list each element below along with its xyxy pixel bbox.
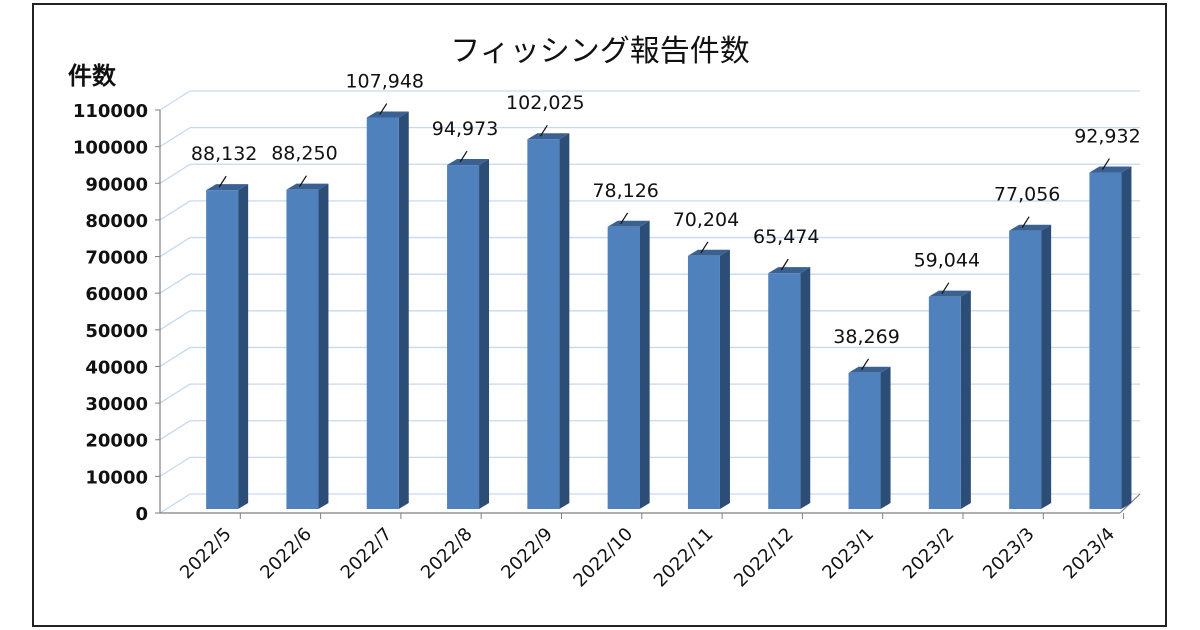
data-label-leader	[941, 282, 950, 295]
bar-top	[928, 290, 971, 297]
grid-depth-line	[159, 236, 191, 258]
bar-side	[479, 159, 490, 509]
data-label-leader	[1021, 216, 1030, 229]
x-tick-label: 2023/2	[899, 524, 959, 584]
bar-top	[447, 159, 490, 166]
grid-depth-line	[159, 456, 191, 477]
bar-top	[206, 184, 249, 191]
bar-top	[1009, 224, 1052, 231]
bar	[687, 255, 720, 509]
grid-depth-line	[159, 420, 191, 441]
chart-title: フィッシング報告件数	[450, 34, 750, 69]
grid-depth-line	[159, 383, 191, 404]
bar-top	[286, 183, 329, 190]
data-label-leader	[218, 175, 227, 188]
bar-top	[366, 111, 409, 118]
bar-side	[398, 111, 409, 509]
bar	[928, 296, 961, 509]
bar-side	[880, 366, 891, 509]
x-tick-label: 2022/9	[497, 524, 557, 584]
data-label: 92,932	[1074, 126, 1140, 148]
data-label: 77,056	[994, 184, 1060, 206]
y-tick-label: 10000	[85, 467, 148, 488]
bar-top	[768, 267, 811, 274]
x-tick-label: 2022/6	[256, 524, 316, 584]
bar-side	[800, 267, 811, 509]
bar-side	[1041, 224, 1052, 510]
data-label: 88,132	[191, 143, 257, 165]
data-label-leader	[700, 241, 709, 254]
grid-depth-line	[159, 346, 191, 368]
bar-side	[719, 249, 730, 509]
data-label: 102,025	[506, 92, 585, 114]
x-tick-label: 2022/11	[650, 524, 718, 592]
grid-depth-line	[159, 273, 191, 294]
y-axis-title: 件数	[68, 62, 116, 90]
bar-top	[848, 366, 891, 373]
bar	[768, 273, 801, 509]
bar-top	[527, 133, 570, 140]
data-label: 65,474	[753, 226, 819, 248]
bar	[447, 165, 480, 509]
data-label: 38,269	[833, 326, 899, 348]
bar	[527, 139, 560, 509]
data-label: 59,044	[914, 250, 980, 272]
data-label-leader	[780, 258, 789, 271]
data-label: 78,126	[592, 180, 658, 202]
y-tick-label: 110000	[73, 101, 148, 122]
y-tick-label: 70000	[85, 248, 148, 269]
data-label: 70,204	[673, 209, 739, 231]
bar-side	[639, 220, 650, 509]
bar	[1009, 230, 1042, 510]
grid-depth-line	[159, 127, 191, 148]
y-tick-label: 40000	[85, 357, 148, 378]
grid-depth-line	[159, 90, 191, 111]
grid-depth-line	[159, 200, 191, 221]
bar	[848, 372, 881, 509]
data-label-leader	[459, 150, 468, 163]
data-label-leader	[861, 358, 870, 371]
bar-top	[607, 220, 650, 227]
data-label-leader	[1101, 158, 1110, 170]
bar-side	[318, 183, 329, 510]
grid-depth-line	[159, 493, 191, 514]
x-tick-label: 2023/1	[818, 524, 878, 584]
bar	[286, 189, 319, 510]
bar	[206, 190, 239, 509]
grid-depth-line	[159, 163, 191, 184]
data-label-leader	[539, 124, 548, 137]
data-label: 88,250	[271, 143, 337, 165]
data-label-leader	[379, 103, 388, 115]
y-tick-label: 50000	[85, 321, 148, 342]
bar-side	[238, 184, 249, 509]
bar-top	[687, 249, 730, 256]
x-tick-label: 2022/7	[337, 524, 397, 584]
y-tick-label: 80000	[85, 211, 148, 232]
bar	[366, 117, 399, 509]
x-tick-label: 2023/4	[1059, 524, 1119, 584]
x-tick-label: 2023/3	[979, 524, 1039, 584]
y-tick-label: 60000	[85, 284, 148, 305]
bar	[1089, 172, 1122, 509]
data-label-leader	[620, 212, 629, 225]
x-tick-label: 2022/12	[730, 524, 798, 592]
bar-side	[559, 133, 570, 509]
x-tick-label: 2022/8	[417, 524, 477, 584]
y-tick-label: 20000	[85, 431, 148, 452]
bar-top	[1089, 166, 1132, 173]
bar-side	[960, 290, 971, 509]
data-label: 107,948	[345, 71, 424, 93]
x-tick-label: 2022/10	[569, 524, 637, 592]
y-tick-label: 90000	[85, 174, 148, 195]
y-tick-label: 100000	[73, 138, 148, 159]
grid-depth-line	[159, 310, 191, 331]
y-tick-label: 0	[135, 504, 148, 525]
y-tick-label: 30000	[85, 394, 148, 415]
data-label-leader	[298, 175, 307, 188]
bar	[607, 226, 640, 509]
bar-side	[1121, 166, 1132, 509]
x-tick-label: 2022/5	[176, 524, 236, 584]
data-label: 94,973	[432, 118, 498, 140]
